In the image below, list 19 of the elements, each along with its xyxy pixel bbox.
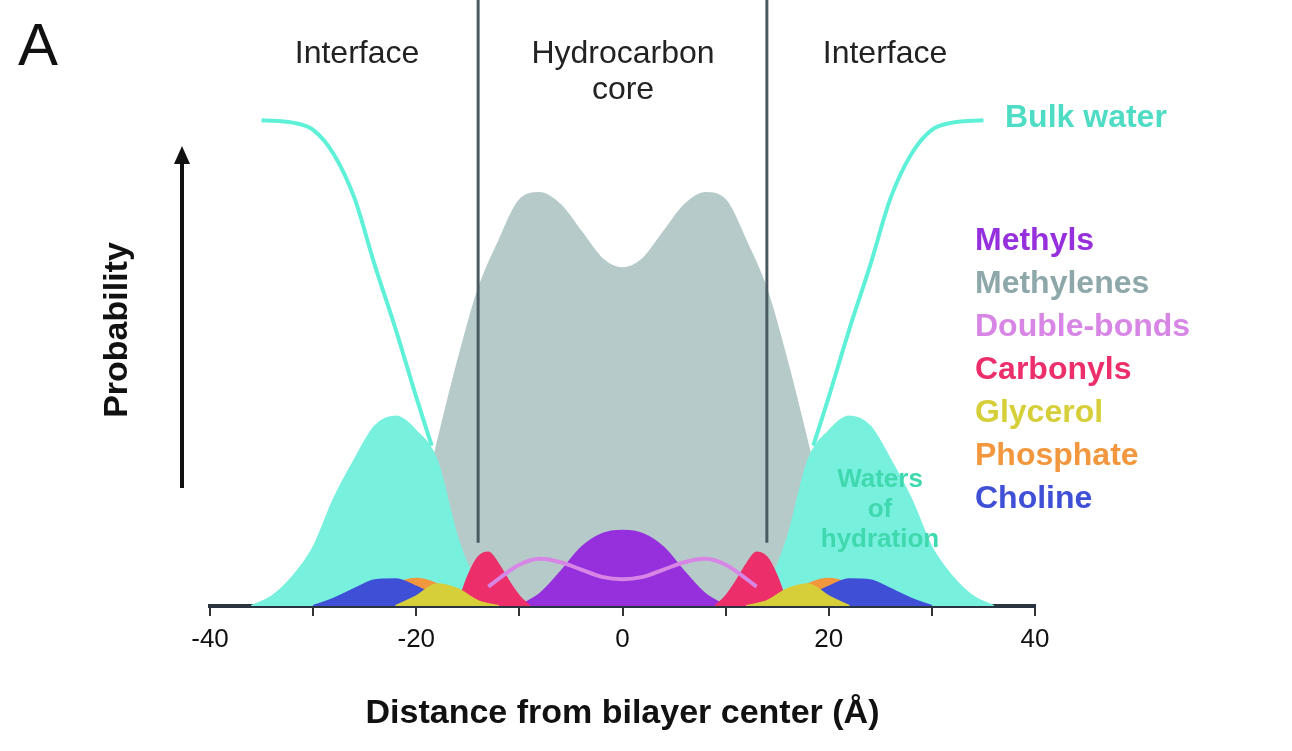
x-tick-label: 0 (615, 622, 630, 653)
y-axis-title: Probability (95, 242, 135, 418)
text: Methyls (975, 220, 1096, 259)
text: Glycerol (975, 392, 1105, 431)
text: Double-bonds (975, 306, 1191, 345)
text: Interface (822, 33, 948, 70)
text: Methylenes (975, 263, 1151, 302)
annotation: Bulk water (1005, 97, 1167, 134)
x-axis-title: Distance from bilayer center (Å) (365, 691, 880, 730)
text: Carbonyls (975, 349, 1133, 388)
text: Hydrocarbon core (531, 33, 715, 106)
x-tick-label: 20 (814, 622, 844, 653)
text: A (18, 10, 59, 78)
text: Phosphate (975, 435, 1140, 474)
text: Interface (294, 33, 420, 70)
x-tick-label: 40 (1020, 622, 1050, 653)
x-tick-label: -40 (191, 622, 229, 653)
x-tick-label: -20 (397, 622, 436, 653)
text: Choline (975, 478, 1094, 517)
